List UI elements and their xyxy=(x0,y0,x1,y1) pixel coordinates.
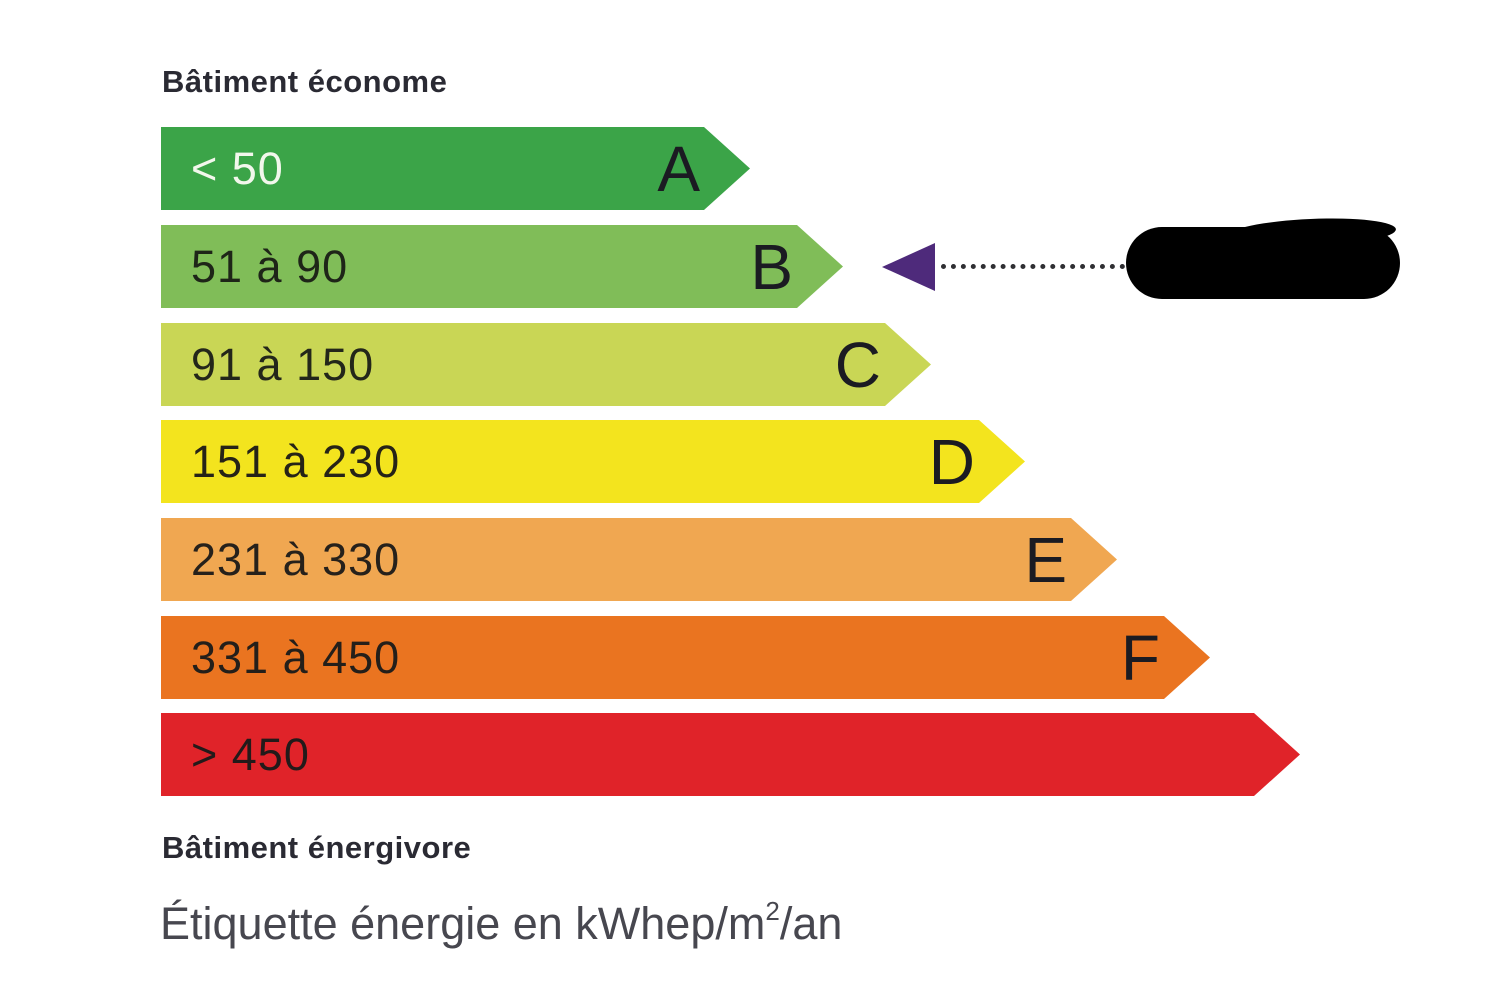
energy-bar-b: 51 à 90 B xyxy=(161,225,843,308)
caption: Étiquette énergie en kWhep/m2/an xyxy=(160,896,843,950)
bottom-scale-label: Bâtiment énergivore xyxy=(162,830,472,865)
left-arrow-icon xyxy=(882,243,935,291)
range-label-c: 91 à 150 xyxy=(191,338,375,390)
range-label-g: > 450 xyxy=(191,728,310,780)
caption-superscript: 2 xyxy=(765,896,780,926)
range-label-f: 331 à 450 xyxy=(191,631,401,683)
caption-suffix: /an xyxy=(779,898,843,949)
energy-bar-f: 331 à 450 F xyxy=(161,616,1210,699)
energy-bar-g: > 450 xyxy=(161,713,1300,796)
class-letter-f: F xyxy=(1120,621,1160,694)
energy-bar-d: 151 à 230 D xyxy=(161,420,1025,503)
dotted-line xyxy=(941,264,1125,269)
energy-bar-e: 231 à 330 E xyxy=(161,518,1117,601)
energy-bar-c: 91 à 150 C xyxy=(161,323,931,406)
range-label-d: 151 à 230 xyxy=(191,435,401,487)
range-label-b: 51 à 90 xyxy=(191,240,349,292)
class-letter-d: D xyxy=(928,425,975,498)
range-label-e: 231 à 330 xyxy=(191,533,401,585)
redacted-value-blob xyxy=(1126,227,1400,299)
class-letter-a: A xyxy=(657,132,700,205)
range-label-a: < 50 xyxy=(191,142,284,194)
energy-bar-a: < 50 A xyxy=(161,127,750,210)
class-letter-e: E xyxy=(1024,523,1067,596)
caption-prefix: Étiquette énergie en kWhep/m xyxy=(160,898,766,949)
class-letter-b: B xyxy=(750,230,793,303)
top-scale-label: Bâtiment économe xyxy=(162,64,448,99)
class-letter-c: C xyxy=(834,328,881,401)
